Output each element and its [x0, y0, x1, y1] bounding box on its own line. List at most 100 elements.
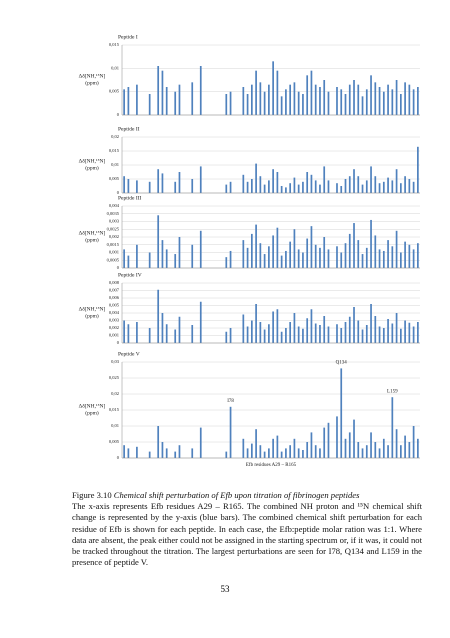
bar: [199, 427, 202, 458]
y-tick-label: 0,005: [109, 176, 120, 182]
bar: [327, 422, 330, 458]
y-tick-label: 0,0035: [107, 211, 120, 217]
bar: [285, 187, 287, 193]
y-tick-label: 0,0025: [107, 226, 120, 232]
bar: [285, 250, 287, 268]
bar: [242, 438, 245, 458]
bar: [246, 247, 249, 268]
bar: [323, 427, 326, 458]
bar: [340, 368, 343, 458]
bar: [297, 448, 300, 458]
bar: [250, 233, 253, 268]
bar: [365, 180, 368, 193]
y-axis-label: (ppm): [85, 79, 99, 86]
bar: [289, 183, 292, 193]
bar: [348, 316, 351, 343]
bar: [242, 87, 245, 115]
bar: [293, 177, 296, 193]
bar: [378, 183, 381, 193]
bar: [302, 328, 304, 343]
bar: [340, 89, 343, 115]
bar: [178, 445, 181, 458]
bar: [391, 323, 394, 343]
bar: [250, 443, 253, 458]
bar: [293, 82, 296, 115]
bar: [374, 316, 377, 343]
bar: [136, 446, 138, 458]
bar: [263, 451, 266, 458]
y-axis-label: (ppm): [85, 312, 99, 319]
bar: [361, 96, 364, 115]
bar: [161, 442, 164, 458]
bar: [408, 244, 411, 268]
bar: [225, 257, 228, 268]
bar: [306, 172, 309, 193]
bar: [199, 301, 202, 343]
bar: [323, 316, 326, 343]
bar: [127, 255, 130, 268]
bar: [344, 94, 347, 115]
bar: [276, 435, 279, 458]
bar: [365, 247, 368, 268]
bar: [408, 84, 411, 115]
bar: [276, 172, 279, 193]
bar: [178, 316, 181, 343]
bar: [293, 229, 296, 268]
bar: [191, 179, 194, 193]
bar: [178, 84, 181, 115]
caption: Figure 3.10 Chemical shift perturbation …: [72, 490, 422, 568]
bar: [374, 235, 377, 268]
bar: [123, 249, 125, 268]
bar: [378, 326, 381, 343]
bar: [340, 186, 343, 193]
y-tick-label: 0: [117, 455, 120, 460]
bar: [302, 252, 304, 268]
bar: [374, 82, 377, 115]
bar: [225, 184, 228, 193]
bar: [327, 249, 330, 268]
bar: [357, 84, 360, 115]
bar: [255, 70, 257, 115]
y-tick-label: 0,003: [109, 219, 120, 225]
bar: [191, 82, 194, 115]
bar: [123, 445, 125, 458]
bar: [417, 87, 419, 115]
y-tick-label: 0,02: [111, 134, 119, 140]
bar: [246, 181, 249, 193]
bar: [199, 166, 202, 193]
bar: [280, 451, 283, 458]
bar: [268, 324, 270, 343]
bar: [255, 163, 257, 193]
bar: [297, 326, 300, 343]
bar: [263, 329, 266, 343]
bar: [417, 146, 419, 193]
bar: [370, 432, 372, 458]
y-tick-label: 0,0015: [107, 242, 120, 248]
y-axis-label: (ppm): [85, 409, 99, 416]
bar: [408, 179, 411, 193]
bar: [348, 84, 351, 115]
bar: [365, 325, 368, 343]
y-tick-label: 0,025: [109, 375, 120, 381]
bar: [246, 448, 249, 458]
y-tick-label: 0: [117, 340, 120, 345]
bar: [408, 442, 411, 458]
bar: [310, 226, 313, 268]
bar: [272, 438, 274, 458]
bar: [412, 326, 415, 343]
bar: [242, 174, 245, 193]
bar: [408, 322, 411, 343]
caption-body: The x-axis represents Efb residues A29 –…: [72, 501, 422, 568]
bar: [361, 329, 364, 343]
y-tick-label: 0,002: [109, 325, 119, 331]
bar: [306, 442, 309, 458]
bar: [319, 87, 321, 115]
bar: [323, 237, 326, 268]
bar: [229, 406, 232, 458]
bar: [374, 176, 377, 193]
bar: [229, 328, 232, 343]
bar: [178, 172, 181, 193]
bar: [161, 313, 164, 343]
y-tick-label: 0,0005: [107, 257, 120, 263]
